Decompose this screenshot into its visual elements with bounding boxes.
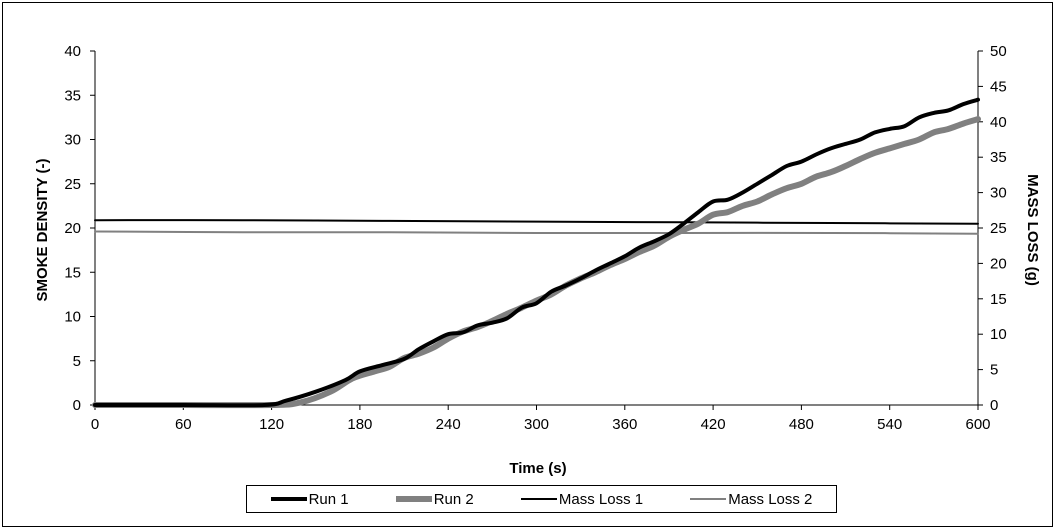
series-line-mass-loss-1 (94, 219, 979, 225)
y2-tick-label: 10 (990, 326, 1007, 343)
x-tick-label: 480 (789, 416, 814, 433)
x-tick-label: 420 (701, 416, 726, 433)
y2-tick-label: 0 (990, 397, 998, 414)
y-tick-label: 10 (64, 309, 81, 326)
y-tick-label: 40 (64, 43, 81, 60)
x-tick-label: 240 (436, 416, 461, 433)
y-tick-label: 15 (64, 264, 81, 281)
legend-swatch-run-2 (395, 496, 432, 502)
legend-entry-mass-loss-1: Mass Loss 1 (520, 490, 644, 508)
x-tick-label: 300 (524, 416, 549, 433)
y2-tick-label: 15 (990, 291, 1007, 308)
legend-swatch-run-1 (270, 497, 307, 501)
y-tick-label: 20 (64, 220, 81, 237)
legend-swatch-mass-loss-2 (690, 498, 727, 500)
legend-label-mass-loss-1: Mass Loss 1 (558, 490, 644, 508)
y2-tick-label: 35 (990, 149, 1007, 166)
x-tick-label: 120 (259, 416, 284, 433)
y2-tick-label: 5 (990, 362, 998, 379)
y2-tick-label: 40 (990, 114, 1007, 131)
x-tick-label: 600 (965, 416, 990, 433)
series-line-mass-loss-2 (94, 230, 979, 235)
y-tick-label: 25 (64, 176, 81, 193)
axes-layer: 0 60 120 180 240 300 360 420 480 540 6000510152025… (64, 43, 1006, 433)
x-tick-label: 360 (612, 416, 637, 433)
legend-label-run-2: Run 2 (433, 490, 474, 508)
y-axis-title: SMOKE DENSITY (-) (34, 158, 51, 301)
y-tick-label: 35 (64, 87, 81, 104)
x-tick-label: 0 (91, 416, 99, 433)
y2-tick-label: 30 (990, 185, 1007, 202)
legend-entry-run-2: Run 2 (395, 490, 474, 508)
y-tick-label: 30 (64, 132, 81, 149)
legend-label-mass-loss-2: Mass Loss 2 (728, 490, 813, 508)
y2-tick-label: 45 (990, 78, 1007, 95)
legend-label-run-1: Run 1 (308, 490, 349, 508)
x-axis-title: Time (s) (509, 460, 566, 477)
series-line-run-1 (93, 97, 980, 408)
x-tick-label: 540 (877, 416, 902, 433)
y-tick-label: 0 (73, 397, 81, 414)
legend: Run 1 Run 2 Mass Loss 1 Mass Loss 2 (246, 485, 837, 513)
legend-swatch-mass-loss-1 (520, 498, 557, 500)
y2-tick-label: 50 (990, 43, 1007, 60)
x-tick-label: 60 (175, 416, 192, 433)
y2-axis-title: MASS LOSS (g) (1024, 174, 1041, 286)
y2-tick-label: 20 (990, 255, 1007, 272)
legend-entry-mass-loss-2: Mass Loss 2 (690, 491, 812, 508)
y-tick-label: 5 (73, 353, 81, 370)
x-tick-label: 180 (347, 416, 372, 433)
legend-entry-run-1: Run 1 (270, 490, 349, 508)
plot-layer (92, 97, 981, 409)
series-line-run-2 (92, 116, 981, 409)
y2-tick-label: 25 (990, 220, 1007, 237)
